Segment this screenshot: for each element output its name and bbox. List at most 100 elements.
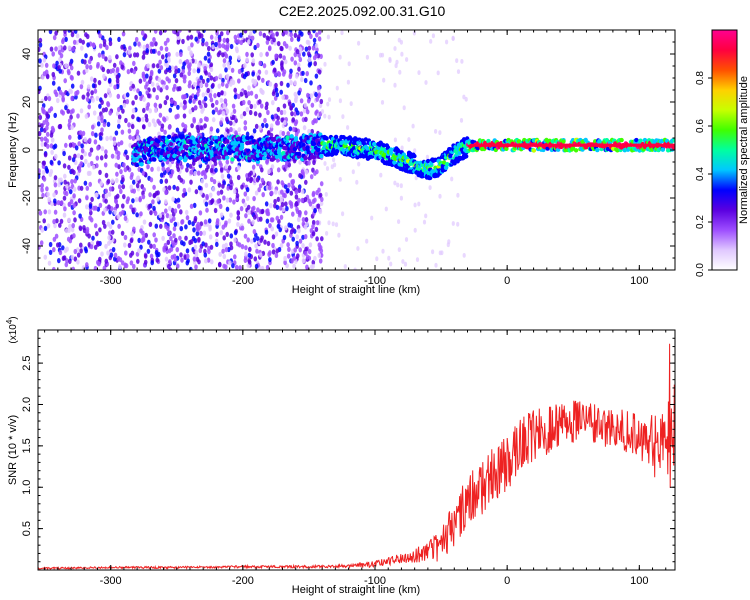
noise-speck <box>109 252 114 258</box>
snr-y-unit: (x104) <box>5 316 19 343</box>
noise-speck <box>318 192 323 198</box>
noise-speck <box>81 39 85 45</box>
noise-speck <box>154 41 158 47</box>
noise-speck <box>79 242 83 248</box>
noise-speck <box>407 137 411 142</box>
noise-speck <box>113 252 118 258</box>
noise-speck <box>46 223 51 229</box>
noise-speck <box>183 103 188 110</box>
noise-speck <box>208 160 213 166</box>
noise-speck <box>50 125 55 131</box>
noise-speck <box>45 138 49 144</box>
noise-speck <box>243 125 248 131</box>
noise-speck <box>74 145 79 151</box>
noise-speck <box>115 78 120 84</box>
noise-speck <box>88 151 92 157</box>
noise-speck <box>294 201 299 207</box>
noise-speck <box>120 260 125 266</box>
snr-y-ticks: 0.5 1.0 1.5 2.0 2.5 <box>21 337 675 563</box>
noise-speck <box>281 207 286 213</box>
noise-speck <box>184 235 188 241</box>
noise-speck <box>59 200 64 206</box>
noise-speck <box>127 49 132 55</box>
noise-speck <box>222 235 226 241</box>
noise-speck <box>207 218 212 224</box>
noise-speck <box>72 210 76 216</box>
noise-speck <box>209 62 214 68</box>
noise-speck <box>40 227 45 233</box>
noise-speck <box>324 192 328 197</box>
noise-speck <box>357 40 361 46</box>
noise-speck <box>98 202 103 208</box>
noise-speck <box>53 209 58 215</box>
noise-speck <box>185 215 190 221</box>
noise-speck <box>154 190 159 196</box>
noise-speck <box>90 90 94 96</box>
noise-speck <box>71 223 75 229</box>
noise-speck <box>283 184 288 190</box>
noise-speck <box>314 91 318 98</box>
noise-speck <box>338 177 342 182</box>
noise-speck <box>216 91 221 98</box>
noise-speck <box>347 61 351 67</box>
noise-speck <box>39 127 44 133</box>
noise-speck <box>221 248 225 254</box>
noise-speck <box>312 30 316 34</box>
noise-speck <box>236 174 241 181</box>
noise-speck <box>236 210 241 216</box>
noise-speck <box>107 204 111 210</box>
noise-speck <box>281 31 286 37</box>
noise-speck <box>218 50 222 56</box>
noise-speck <box>141 194 146 200</box>
noise-speck <box>315 47 319 53</box>
noise-speck <box>114 130 119 136</box>
noise-speck <box>91 235 95 241</box>
noise-speck <box>229 233 234 239</box>
noise-speck <box>108 92 113 98</box>
noise-speck <box>265 39 270 45</box>
x-tick-label: -100 <box>364 575 386 587</box>
noise-speck <box>177 203 181 209</box>
noise-speck <box>85 262 89 268</box>
noise-speck <box>259 216 263 222</box>
noise-speck <box>276 120 281 126</box>
noise-speck <box>396 182 400 188</box>
noise-speck <box>175 127 180 133</box>
noise-speck <box>85 195 89 201</box>
noise-speck <box>42 120 46 126</box>
noise-speck <box>164 189 168 196</box>
noise-speck <box>247 172 252 178</box>
noise-speck <box>284 43 289 49</box>
noise-speck <box>271 91 276 97</box>
noise-speck <box>142 219 147 225</box>
noise-speck <box>136 175 140 181</box>
noise-speck <box>147 93 151 99</box>
noise-speck <box>92 110 97 116</box>
noise-speck <box>239 206 244 212</box>
noise-speck <box>266 109 270 116</box>
noise-speck <box>267 130 271 136</box>
noise-speck <box>219 212 224 218</box>
noise-speck <box>153 210 158 216</box>
noise-speck <box>68 189 73 195</box>
noise-speck <box>199 118 203 124</box>
noise-speck <box>141 230 145 236</box>
noise-speck <box>307 45 312 51</box>
noise-speck <box>314 43 319 49</box>
noise-speck <box>77 198 82 204</box>
noise-speck <box>229 43 234 50</box>
noise-speck <box>99 155 104 161</box>
noise-speck <box>290 36 294 43</box>
noise-speck <box>88 170 92 176</box>
noise-speck <box>450 176 454 182</box>
noise-speck <box>142 50 146 56</box>
noise-speck <box>103 93 108 99</box>
noise-speck <box>117 164 121 170</box>
noise-speck <box>122 52 127 58</box>
noise-speck <box>259 87 263 93</box>
noise-speck <box>123 234 128 241</box>
noise-speck <box>295 49 300 55</box>
ridge-mark <box>305 145 310 150</box>
noise-speck <box>38 173 41 180</box>
noise-speck <box>65 246 69 252</box>
